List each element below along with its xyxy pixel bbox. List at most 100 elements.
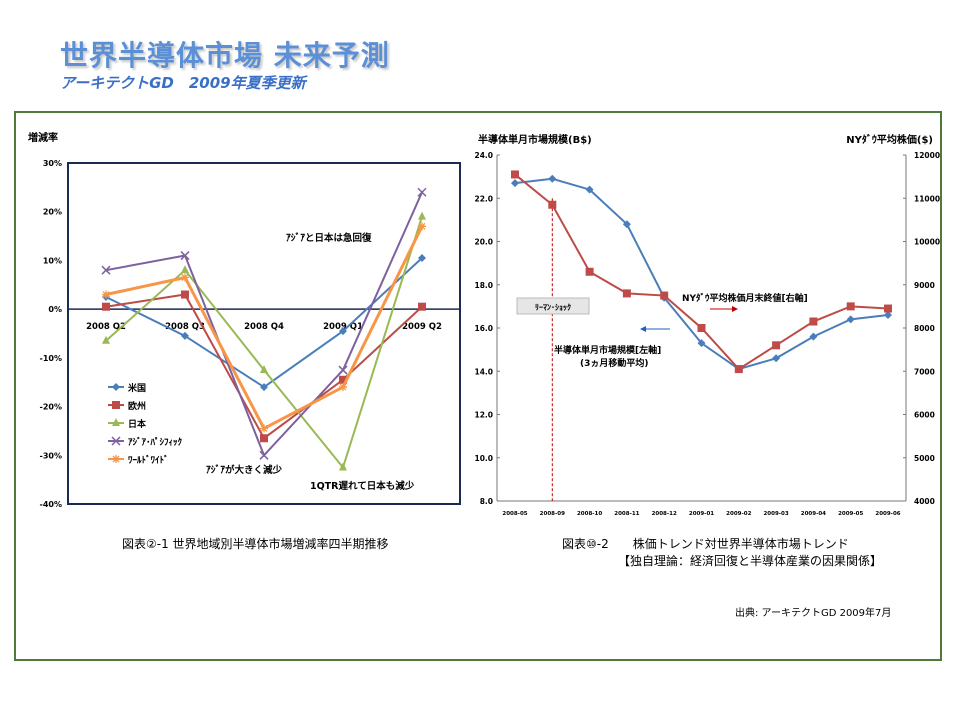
x-tick-label: 2008 Q4 (244, 322, 284, 332)
right-axis-title: NYﾀﾞｳ平均株価($) (846, 133, 933, 146)
right-tick-label: 4000 (914, 497, 935, 506)
right-tick-label: 5000 (914, 454, 935, 463)
data-point (417, 187, 427, 197)
x-tick-label: 2009-06 (875, 511, 900, 517)
data-point (260, 383, 268, 392)
data-point (511, 179, 519, 188)
data-point (260, 434, 268, 443)
regional-growth-chart: 増減率 30% 20% 10% 0% -10% -20% -30% -40% 2008 Q2 200… (28, 131, 461, 509)
semi-arrowhead (640, 326, 646, 332)
left-axis-title: 半導体単月市場規模(B$) (478, 133, 592, 146)
legend-marker (111, 436, 121, 446)
data-point (418, 222, 426, 231)
data-point (660, 291, 669, 300)
x-tick-label: 2008-05 (502, 511, 527, 517)
right-tick-label: 8000 (914, 324, 935, 333)
left-tick-label: 14.0 (474, 367, 493, 376)
data-point (102, 335, 110, 344)
dow-series-label: NYﾀﾞｳ平均株価月末終値[右軸] (682, 292, 808, 304)
data-point (180, 251, 190, 261)
y-axis-title: 増減率 (28, 131, 58, 144)
left-tick-label: 8.0 (480, 497, 493, 506)
y-tick-label: -30% (40, 451, 62, 460)
data-point (102, 290, 110, 299)
page-title: 世界半導体市場 未来予測 (60, 39, 390, 72)
data-point (846, 315, 855, 324)
left-tick-label: 20.0 (474, 238, 493, 247)
data-point (339, 327, 347, 336)
y-tick-label: -20% (40, 403, 62, 412)
x-tick-label: 2008-09 (540, 511, 565, 517)
data-point (102, 302, 110, 311)
legend-label: ﾜｰﾙﾄﾞﾜｲﾄﾞ (128, 454, 169, 466)
stock-vs-semiconductor-chart: 半導体単月市場規模(B$) NYﾀﾞｳ平均株価($) 24.0 22.0 20.0 18.… (474, 133, 940, 517)
legend-marker (112, 418, 120, 426)
left-tick-label: 22.0 (474, 194, 493, 203)
x-tick-label: 2008-12 (652, 511, 677, 517)
lehman-shock-label: ﾘｰﾏﾝ･ｼｮｯｸ (535, 303, 571, 312)
data-point (418, 253, 426, 262)
semi-series-label: 半導体単月市場規模[左軸] (554, 344, 661, 356)
right-tick-label: 12000 (914, 151, 940, 160)
x-tick-label: 2009-01 (689, 511, 714, 517)
x-tick-label: 2009-02 (726, 511, 751, 517)
y-tick-label: 0% (48, 305, 62, 314)
data-point (772, 354, 781, 363)
x-tick-label: 2009 Q2 (402, 322, 442, 332)
legend-label: 日本 (128, 418, 147, 430)
plot-area (67, 162, 461, 505)
y-tick-label: 30% (43, 159, 62, 168)
data-point (884, 311, 892, 320)
chart1-caption: 図表②-1 世界地域別半導体市場増減率四半期推移 (122, 537, 389, 551)
right-tick-label: 10000 (914, 238, 940, 247)
x-tick-label: 2009-05 (838, 511, 863, 517)
left-tick-label: 18.0 (474, 281, 493, 290)
data-point (339, 462, 347, 471)
data-point (339, 383, 347, 392)
annotation-japan-lag: 1QTR遅れて日本も減少 (310, 480, 415, 492)
data-point (260, 365, 268, 374)
data-point (260, 424, 268, 433)
x-tick-label: 2008-10 (577, 511, 602, 517)
data-point (511, 170, 519, 179)
data-point (772, 341, 781, 350)
data-point (181, 331, 189, 340)
y-tick-label: -40% (40, 500, 62, 509)
data-point (548, 200, 557, 209)
data-point (101, 265, 111, 275)
data-point (734, 365, 743, 374)
left-tick-label: 24.0 (474, 151, 493, 160)
left-tick-label: 16.0 (474, 324, 493, 333)
data-point (622, 220, 631, 229)
y-tick-label: 20% (43, 208, 62, 217)
x-tick-label: 2008-11 (614, 511, 639, 517)
right-tick-label: 11000 (914, 194, 940, 203)
data-point (585, 267, 594, 276)
chart2-caption-line2: 【独自理論：経済回復と半導体産業の因果関係】 (618, 554, 883, 568)
data-point (338, 365, 348, 375)
x-tick-label: 2008 Q3 (165, 322, 205, 332)
data-point (259, 450, 269, 460)
legend-marker (112, 455, 120, 463)
lehman-shock-box (516, 297, 590, 315)
right-tick-label: 6000 (914, 411, 935, 420)
data-point (809, 332, 818, 341)
data-point (181, 290, 189, 299)
x-tick-label: 2008 Q2 (86, 322, 126, 332)
y-tick-label: -10% (40, 354, 62, 363)
data-point (548, 174, 557, 183)
semi-series-sublabel: (3ヵ月移動平均) (580, 357, 649, 369)
data-point (809, 317, 818, 326)
data-point (846, 302, 855, 311)
legend-label: 欧州 (128, 400, 146, 412)
left-tick-label: 12.0 (474, 411, 493, 420)
annotation-asia-decline: ｱｼﾞｱが大きく減少 (206, 464, 283, 476)
annotation-asia-japan-recovery: ｱｼﾞｱと日本は急回復 (286, 232, 372, 244)
data-point (884, 304, 892, 313)
data-point (181, 265, 189, 274)
content-frame (14, 111, 942, 661)
data-point (585, 185, 594, 194)
x-tick-label: 2009-04 (801, 511, 826, 517)
legend-label: 米国 (127, 382, 146, 394)
right-tick-label: 7000 (914, 367, 935, 376)
